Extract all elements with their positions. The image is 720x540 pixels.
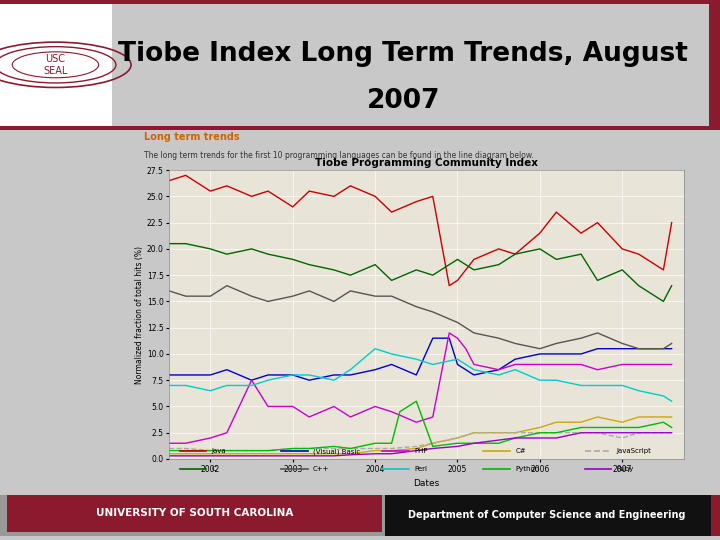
Text: Tiobe Index Long Term Trends, August: Tiobe Index Long Term Trends, August (118, 42, 688, 68)
Title: Tiobe Programming Community Index: Tiobe Programming Community Index (315, 158, 538, 168)
Bar (709, 0, 720, 130)
Text: 2007: 2007 (366, 88, 440, 114)
Text: Perl: Perl (414, 466, 427, 472)
Text: Long term trends: Long term trends (144, 132, 240, 142)
Text: Java: Java (212, 448, 226, 455)
Text: USC
SEAL: USC SEAL (43, 54, 68, 76)
Bar (385, 495, 713, 536)
Bar (0, 126, 720, 130)
Bar (0, 4, 112, 126)
X-axis label: Dates: Dates (413, 479, 440, 488)
Text: C#: C# (516, 448, 526, 455)
Text: PHP: PHP (414, 448, 428, 455)
Y-axis label: Normalized fraction of total hits (%): Normalized fraction of total hits (%) (135, 246, 144, 383)
Text: Python: Python (516, 466, 539, 472)
Text: Ruby: Ruby (616, 466, 634, 472)
Bar (711, 495, 720, 536)
Text: (Visual) Basic: (Visual) Basic (313, 448, 360, 455)
Text: The long term trends for the first 10 programming languages can be found in the : The long term trends for the first 10 pr… (144, 151, 534, 160)
Text: JavaScript: JavaScript (616, 448, 652, 455)
Text: Department of Computer Science and Engineering: Department of Computer Science and Engin… (408, 510, 686, 521)
Bar (7, 495, 382, 532)
Text: UNIVERSITY OF SOUTH CAROLINA: UNIVERSITY OF SOUTH CAROLINA (96, 508, 293, 518)
Text: C: C (212, 466, 217, 472)
Bar (0, 495, 720, 536)
Text: C++: C++ (313, 466, 330, 472)
Bar (0, 0, 720, 4)
